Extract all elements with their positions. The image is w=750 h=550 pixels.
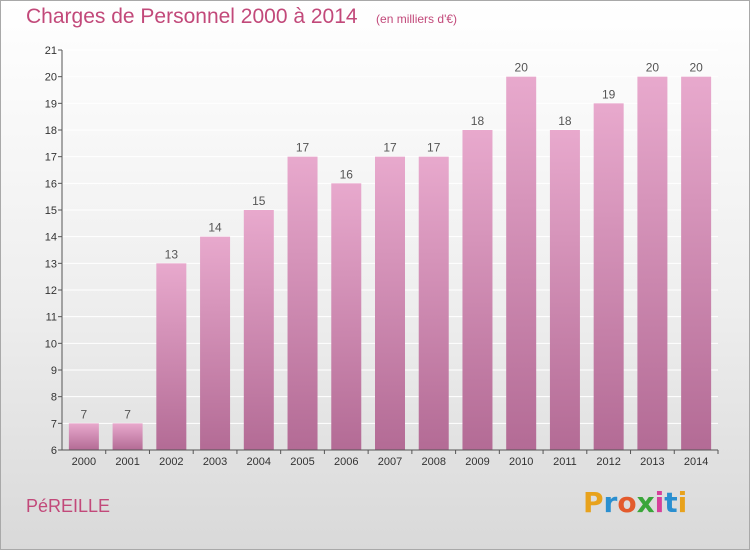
value-label-2005: 17 [296,141,310,155]
logo-letter: r [603,486,618,519]
bar-2008 [418,156,449,450]
bar-2000 [68,423,99,450]
x-tick-label-2008: 2008 [421,456,445,468]
logo-letter: i [677,486,688,519]
proxiti-logo: Proxiti [583,486,687,519]
bar-2007 [375,156,405,450]
value-label-2008: 17 [427,141,441,155]
x-tick-label-2004: 2004 [247,456,271,468]
x-tick-label-2007: 2007 [378,456,402,468]
title-block: Charges de Personnel 2000 à 2014 (en mil… [26,5,457,29]
y-axis-tick-labels: 6 7 8 9 10 11 12 13 14 15 16 17 18 19 20 21 [45,45,57,457]
x-tick-label-2000: 2000 [72,456,96,468]
y-tick-label: 10 [45,338,57,350]
y-tick-label: 19 [45,98,57,110]
y-tick-label: 6 [51,445,57,457]
logo-letter: x [636,486,655,519]
x-tick-label-2009: 2009 [465,456,489,468]
y-tick-label: 20 [45,72,57,84]
x-tick-label-2012: 2012 [596,456,620,468]
bar-2009 [462,130,493,450]
bar-2001 [112,423,143,450]
x-tick-label-2006: 2006 [334,456,358,468]
bar-2011 [549,130,580,450]
value-label-2014: 20 [689,61,703,75]
bar-2013 [637,76,668,451]
x-tick-label-2014: 2014 [684,456,708,468]
value-label-2002: 13 [165,247,179,261]
bar-2004 [243,210,274,450]
value-labels: 7 7 13 14 15 17 16 17 17 18 20 18 19 20 20 [81,61,704,422]
city-name: PéREILLE [26,496,111,516]
y-tick-label: 12 [45,285,57,297]
x-tick-label-2003: 2003 [203,456,227,468]
y-tick-label: 8 [51,392,57,404]
chart-subtitle: (en milliers d'€) [376,12,458,26]
y-tick-label: 17 [45,152,57,164]
y-tick-label: 16 [45,178,57,190]
value-label-2012: 19 [602,87,616,101]
bars [68,76,712,451]
y-tick-label: 14 [45,232,57,244]
value-label-2000: 7 [81,407,88,421]
bar-2005 [287,156,318,450]
chart-title: Charges de Personnel 2000 à 2014 [26,5,358,28]
value-label-2013: 20 [646,61,660,75]
y-tick-label: 21 [45,45,57,57]
axes [61,50,718,451]
x-tick-label-2013: 2013 [640,456,664,468]
bar-2006 [331,183,362,451]
y-tick-label: 7 [51,418,57,430]
x-tick-label-2011: 2011 [553,456,577,468]
logo-letter: P [583,486,604,519]
value-label-2006: 16 [340,167,354,181]
bar-2010 [506,76,537,451]
y-tick-label: 9 [51,365,57,377]
bar-2012 [593,103,624,450]
x-tick-label-2002: 2002 [159,456,183,468]
bar-2003 [200,236,231,450]
y-tick-label: 15 [45,205,57,217]
value-label-2007: 17 [383,141,397,155]
value-label-2004: 15 [252,194,266,208]
logo-letter: t [664,486,678,519]
y-tick-label: 18 [45,125,57,137]
logo-letter: o [617,486,637,519]
value-label-2009: 18 [471,114,485,128]
x-tick-label-2005: 2005 [290,456,314,468]
value-label-2003: 14 [208,221,222,235]
bar-2014 [681,76,712,451]
value-label-2001: 7 [124,407,131,421]
x-tick-label-2001: 2001 [115,456,139,468]
x-axis-tick-labels: 2000 2001 2002 2003 2004 2005 2006 2007 2008 2009… [72,456,709,468]
y-tick-label: 13 [45,258,57,270]
value-label-2010: 20 [515,61,529,75]
logo-letter: i [654,486,665,519]
y-tick-label: 11 [46,312,57,324]
x-tick-label-2010: 2010 [509,456,533,468]
value-label-2011: 18 [558,114,572,128]
bar-2002 [156,263,187,450]
